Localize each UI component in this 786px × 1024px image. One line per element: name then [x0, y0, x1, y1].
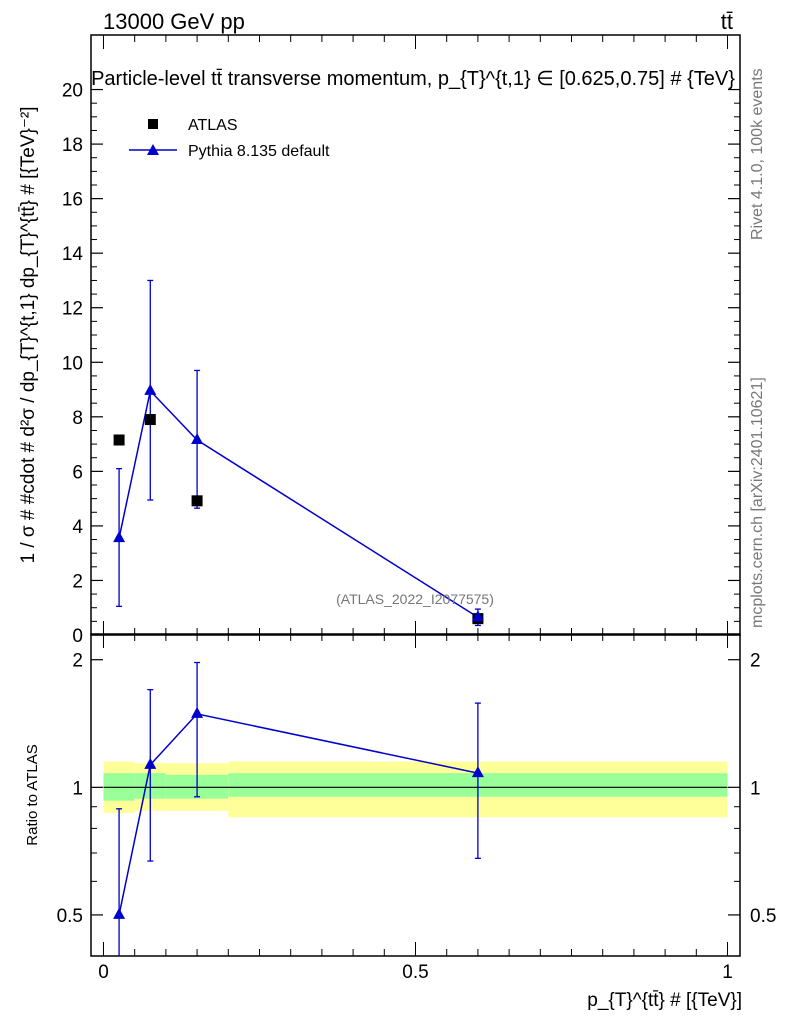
atlas-data-point — [144, 414, 156, 426]
atlas-data-point — [113, 434, 125, 446]
ratio-y-axis-label: Ratio to ATLAS — [24, 744, 41, 845]
x-tick-label: 0 — [98, 962, 109, 983]
analysis-watermark: (ATLAS_2022_I2077575) — [336, 591, 494, 607]
pythia-line — [118, 389, 479, 618]
legend-marker-pythia — [147, 144, 159, 155]
pythia-data-point — [471, 610, 484, 622]
main-y-tick-label: 8 — [72, 408, 83, 429]
ratio-data-point — [113, 907, 126, 919]
ratio-y-tick-label: 0.5 — [57, 906, 83, 927]
main-y-tick-label: 20 — [62, 81, 83, 102]
main-panel: 0 2 4 6 8 10 12 14 16 18 20 Particle-level tt̄ tra… — [18, 34, 741, 647]
main-y-tick-label: 12 — [62, 299, 83, 320]
ratio-data — [113, 661, 484, 956]
header-left: 13000 GeV pp — [103, 9, 245, 34]
main-y-tick-label: 0 — [72, 626, 83, 647]
main-y-axis-label: 1 / σ # #cdot # d²σ / dp_{T}^{t,1} dp_{T… — [18, 107, 39, 564]
ratio-data-point — [144, 757, 157, 769]
main-y-tick-label: 18 — [62, 135, 83, 156]
main-y-tick-label: 2 — [72, 571, 83, 592]
main-y-tick-label: 14 — [62, 244, 84, 265]
ratio-y-tick-label: 1 — [72, 778, 83, 799]
main-y-tick-label: 10 — [62, 353, 83, 374]
ratio-y-tick-label: 2 — [72, 651, 83, 672]
main-y-tick-label: 16 — [62, 190, 83, 211]
main-y-axis: 0 2 4 6 8 10 12 14 16 18 20 — [62, 81, 740, 647]
ratio-panel: 0.5 0.51 12 2 0 0.5 1 Ratio to ATLAS p_{T}^{t… — [24, 633, 776, 1011]
mcplots-label: mcplots.cern.ch [arXiv:2401.10621] — [749, 377, 766, 628]
pythia-data-point — [144, 383, 157, 395]
ratio-y-tick-label-right: 2 — [750, 651, 761, 672]
x-tick-label: 1 — [722, 962, 733, 983]
rivet-label: Rivet 4.1.0, 100k events — [749, 68, 766, 240]
legend-marker-atlas — [148, 119, 158, 129]
main-data — [113, 279, 484, 627]
legend: ATLAS Pythia 8.135 default — [129, 117, 330, 160]
x-tick-label: 0.5 — [402, 962, 428, 983]
pythia-data-point — [113, 531, 126, 543]
ratio-y-tick-label-right: 0.5 — [750, 906, 776, 927]
main-y-tick-label: 6 — [72, 462, 83, 483]
ratio-pythia-line — [118, 713, 479, 916]
x-axis-label: p_{T}^{tt̄} # [{TeV}] — [587, 990, 742, 1011]
ratio-data-point — [471, 766, 484, 778]
ratio-data-point — [191, 706, 204, 718]
ratio-y-tick-label-right: 1 — [750, 778, 761, 799]
header-right: tt̄ — [721, 9, 733, 34]
main-y-tick-label: 4 — [72, 517, 83, 538]
pythia-data-point — [191, 433, 204, 444]
ratio-y-axis: 0.5 0.5 1 1 2 2 — [57, 651, 776, 957]
ratio-x-axis: 0 0.5 1 — [98, 634, 733, 983]
legend-label-pythia: Pythia 8.135 default — [188, 143, 330, 160]
main-plot-title: Particle-level tt̄ transverse momentum, … — [91, 68, 735, 90]
atlas-data-point — [191, 495, 203, 507]
legend-label-atlas: ATLAS — [188, 117, 238, 134]
